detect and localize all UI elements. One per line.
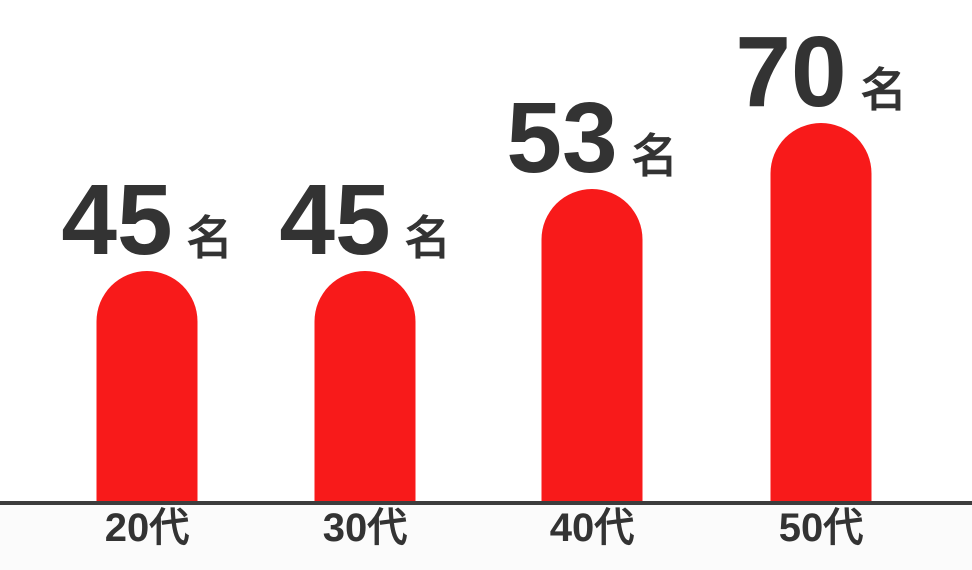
below-axis-area bbox=[0, 505, 972, 570]
value-number: 45 bbox=[279, 164, 391, 276]
bar bbox=[96, 271, 198, 505]
bar-group-30s: 45 名 30代 bbox=[215, 0, 515, 570]
value-number: 53 bbox=[506, 82, 618, 194]
category-label: 40代 bbox=[549, 506, 635, 550]
value-label: 45 名 bbox=[279, 170, 450, 270]
value-unit: 名 bbox=[404, 212, 451, 264]
bar bbox=[541, 189, 643, 505]
value-number: 45 bbox=[61, 164, 173, 276]
value-label: 45 名 bbox=[61, 170, 232, 270]
category-label: 30代 bbox=[322, 506, 408, 550]
value-unit: 名 bbox=[186, 212, 233, 264]
value-label: 70 名 bbox=[735, 22, 906, 122]
value-unit: 名 bbox=[631, 130, 678, 182]
bar-group-50s: 70 名 50代 bbox=[671, 0, 971, 570]
value-number: 70 bbox=[735, 16, 847, 128]
category-label: 20代 bbox=[104, 506, 190, 550]
bar-group-40s: 53 名 40代 bbox=[442, 0, 742, 570]
x-axis-line bbox=[0, 501, 972, 505]
value-unit: 名 bbox=[860, 64, 907, 116]
value-label: 53 名 bbox=[506, 88, 677, 188]
bar-group-20s: 45 名 20代 bbox=[0, 0, 297, 570]
bar bbox=[314, 271, 416, 505]
category-label: 50代 bbox=[778, 506, 864, 550]
bar bbox=[770, 123, 872, 505]
